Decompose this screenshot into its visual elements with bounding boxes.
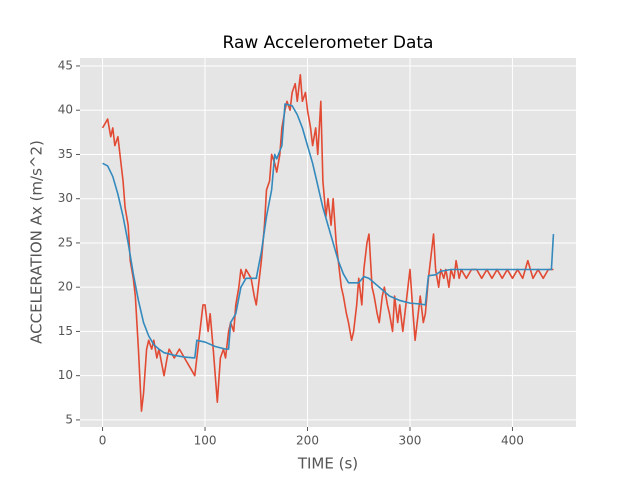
y-tick-label: 45	[58, 58, 73, 72]
x-tick-label: 400	[501, 434, 524, 448]
y-tick-label: 10	[58, 368, 73, 382]
y-tick-label: 40	[58, 103, 73, 117]
y-axis-label: ACCELERATION Ax (m/s^2)	[28, 140, 46, 344]
y-tick-label: 5	[65, 412, 73, 426]
y-tick-label: 15	[58, 324, 73, 338]
y-tick-label: 35	[58, 147, 73, 161]
x-tick-label: 0	[99, 434, 107, 448]
x-tick-label: 200	[296, 434, 319, 448]
y-tick-label: 25	[58, 235, 73, 249]
x-tick-label: 300	[399, 434, 422, 448]
x-tick-label: 100	[194, 434, 217, 448]
y-tick-label: 30	[58, 191, 73, 205]
x-axis-label: TIME (s)	[297, 455, 358, 473]
y-tick-label: 20	[58, 280, 73, 294]
data-line	[102, 103, 555, 359]
chart-title: Raw Accelerometer Data	[223, 33, 434, 53]
